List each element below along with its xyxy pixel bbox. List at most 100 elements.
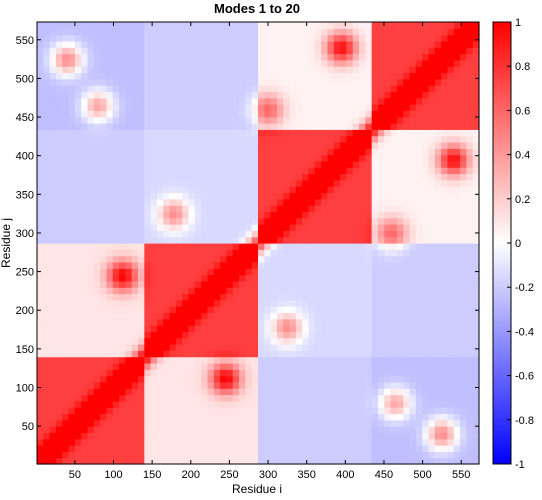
heatmap-cell xyxy=(50,249,57,256)
heatmap-cell xyxy=(207,167,214,174)
heatmap-cell xyxy=(81,104,88,111)
heatmap-cell xyxy=(226,230,233,237)
heatmap-cell xyxy=(170,104,177,111)
heatmap-cell xyxy=(397,445,404,452)
heatmap-cell xyxy=(220,205,227,212)
heatmap-cell xyxy=(170,413,177,420)
heatmap-cell xyxy=(271,249,278,256)
heatmap-cell xyxy=(441,174,448,181)
heatmap-cell xyxy=(182,439,189,446)
heatmap-cell xyxy=(245,180,252,187)
heatmap-cell xyxy=(170,123,177,130)
heatmap-cell xyxy=(62,155,69,162)
heatmap-cell xyxy=(403,350,410,357)
heatmap-cell xyxy=(372,256,379,263)
heatmap-cell xyxy=(309,54,316,61)
heatmap-cell xyxy=(170,218,177,225)
heatmap-cell xyxy=(327,117,334,124)
heatmap-cell xyxy=(81,28,88,35)
heatmap-cell xyxy=(62,388,69,395)
heatmap-cell xyxy=(176,268,183,275)
heatmap-cell xyxy=(138,167,145,174)
heatmap-cell xyxy=(239,312,246,319)
heatmap-cell xyxy=(334,439,341,446)
heatmap-cell xyxy=(176,41,183,48)
heatmap-cell xyxy=(372,104,379,111)
heatmap-cell xyxy=(428,287,435,294)
heatmap-cell xyxy=(157,451,164,458)
heatmap-cell xyxy=(410,79,417,86)
heatmap-cell xyxy=(372,350,379,357)
heatmap-cell xyxy=(132,287,139,294)
heatmap-cell xyxy=(302,325,309,332)
heatmap-cell xyxy=(258,136,265,143)
heatmap-cell xyxy=(309,401,316,408)
heatmap-cell xyxy=(245,60,252,67)
heatmap-cell xyxy=(50,445,57,452)
heatmap-cell xyxy=(151,199,158,206)
heatmap-cell xyxy=(50,155,57,162)
heatmap-cell xyxy=(416,22,423,29)
heatmap-cell xyxy=(283,155,290,162)
heatmap-cell xyxy=(428,174,435,181)
heatmap-cell xyxy=(50,136,57,143)
heatmap-cell xyxy=(245,155,252,162)
heatmap-cell xyxy=(391,161,398,168)
heatmap-cell xyxy=(264,237,271,244)
heatmap-cell xyxy=(309,91,316,98)
colorbar-tick-label: 0.4 xyxy=(515,150,530,162)
heatmap-cell xyxy=(138,199,145,206)
heatmap-cell xyxy=(239,331,246,338)
heatmap-cell xyxy=(309,369,316,376)
heatmap-cell xyxy=(321,174,328,181)
heatmap-cell xyxy=(62,73,69,80)
heatmap-cell xyxy=(132,439,139,446)
heatmap-cell xyxy=(233,294,240,301)
heatmap-cell xyxy=(69,161,76,168)
heatmap-cell xyxy=(403,262,410,269)
heatmap-cell xyxy=(252,401,259,408)
heatmap-cell xyxy=(189,85,196,92)
heatmap-cell xyxy=(435,85,442,92)
heatmap-cell xyxy=(43,148,50,155)
heatmap-cell xyxy=(466,382,473,389)
heatmap-cell xyxy=(264,294,271,301)
heatmap-cell xyxy=(258,256,265,263)
heatmap-cell xyxy=(296,148,303,155)
heatmap-cell xyxy=(151,256,158,263)
heatmap-cell xyxy=(163,445,170,452)
heatmap-cell xyxy=(441,79,448,86)
heatmap-cell xyxy=(365,262,372,269)
heatmap-cell xyxy=(340,363,347,370)
heatmap-cell xyxy=(327,350,334,357)
heatmap-cell xyxy=(56,155,63,162)
heatmap-cell xyxy=(226,211,233,218)
heatmap-cell xyxy=(201,287,208,294)
heatmap-cell xyxy=(359,395,366,402)
heatmap-cell xyxy=(69,243,76,250)
heatmap-cell xyxy=(410,224,417,231)
heatmap-cell xyxy=(163,104,170,111)
heatmap-cell xyxy=(119,256,126,263)
heatmap-cell xyxy=(403,319,410,326)
heatmap-cell xyxy=(327,199,334,206)
heatmap-cell xyxy=(466,426,473,433)
heatmap-cell xyxy=(151,401,158,408)
heatmap-cell xyxy=(435,312,442,319)
heatmap-cell xyxy=(410,445,417,452)
heatmap-cell xyxy=(214,98,221,105)
heatmap-cell xyxy=(309,142,316,149)
heatmap-cell xyxy=(454,369,461,376)
heatmap-cell xyxy=(195,325,202,332)
heatmap-cell xyxy=(157,369,164,376)
heatmap-cell xyxy=(119,117,126,124)
heatmap-cell xyxy=(346,237,353,244)
heatmap-cell xyxy=(454,262,461,269)
heatmap-cell xyxy=(422,167,429,174)
heatmap-cell xyxy=(315,382,322,389)
heatmap-cell xyxy=(416,338,423,345)
heatmap-cell xyxy=(321,350,328,357)
heatmap-cell xyxy=(94,287,101,294)
heatmap-cell xyxy=(170,426,177,433)
heatmap-plot-area xyxy=(37,22,480,465)
